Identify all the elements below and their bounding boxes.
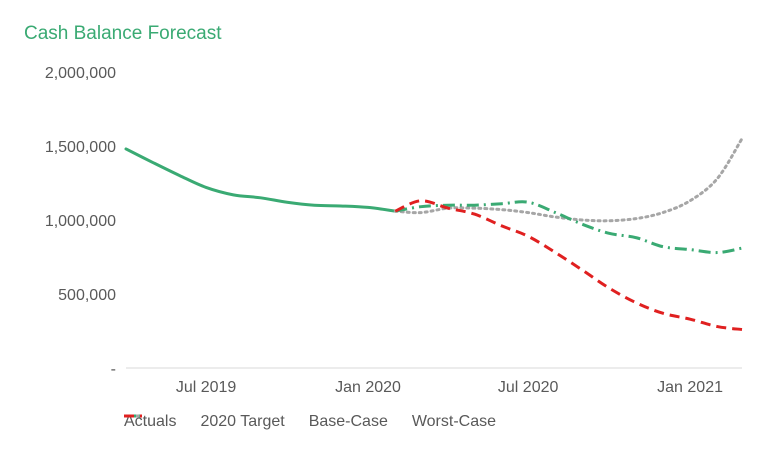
legend-label: Base-Case xyxy=(308,413,388,430)
y-tick-label: - xyxy=(111,361,116,378)
series-line-base-case xyxy=(395,200,743,255)
series-line-worst-case xyxy=(394,199,743,332)
legend-item: Base-Case xyxy=(124,413,388,431)
legend-label: Worst-Case xyxy=(411,413,497,430)
x-tick-label: Jul 2019 xyxy=(176,379,237,396)
y-tick-label: 1,000,000 xyxy=(45,213,116,230)
x-tick-label: Jul 2020 xyxy=(498,379,559,396)
x-tick-label: Jan 2020 xyxy=(335,379,401,396)
y-tick-label: 500,000 xyxy=(58,287,116,304)
y-tick-label: 1,500,000 xyxy=(45,139,116,156)
y-tick-label: 2,000,000 xyxy=(45,65,116,82)
series-line-actuals xyxy=(124,147,397,213)
chart-title: Cash Balance Forecast xyxy=(24,23,222,44)
legend-label: 2020 Target xyxy=(200,413,285,430)
legend-item: 2020 Target xyxy=(124,413,285,431)
x-tick-label: Jan 2021 xyxy=(657,379,723,396)
legend: Actuals 2020 Target Base-Case Worst-Case xyxy=(124,413,496,431)
legend-item: Worst-Case xyxy=(124,413,497,431)
legend-swatch xyxy=(124,414,142,418)
